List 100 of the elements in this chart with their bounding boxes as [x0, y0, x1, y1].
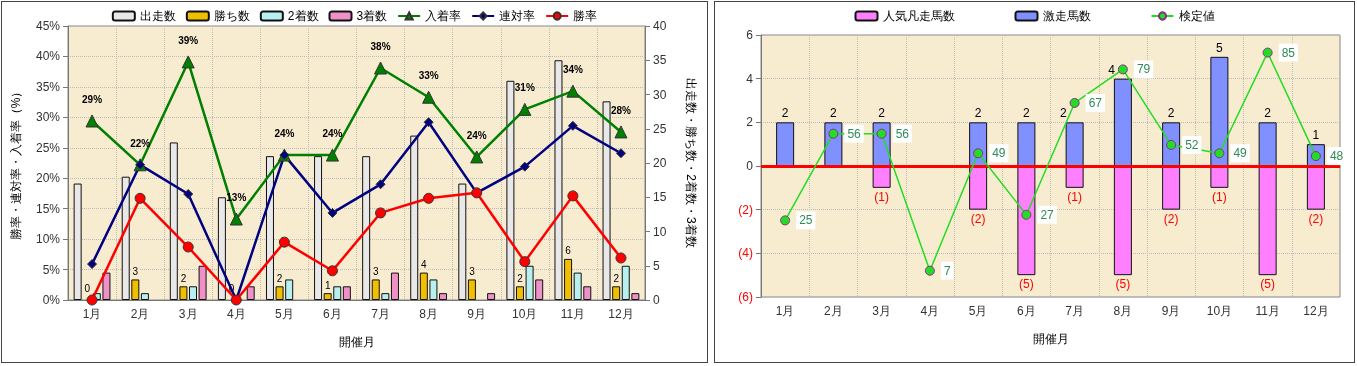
data-label: 1 [1312, 128, 1320, 143]
data-label: 3 [372, 265, 379, 277]
y2-tick-label: 5 [653, 258, 660, 273]
x-axis-title: 開催月 [338, 335, 375, 349]
x-tick-label: 5月 [275, 307, 294, 321]
legend-label: 出走数 [139, 9, 176, 23]
legend-label: 激走馬数 [1042, 9, 1091, 23]
y-tick-label: 20% [35, 171, 61, 186]
legend-label: 入着率 [425, 9, 462, 23]
data-label: 2 [1167, 106, 1175, 121]
data-label: 4 [421, 259, 428, 271]
x-tick-label: 6月 [1017, 304, 1036, 318]
data-label: 38% [370, 41, 391, 53]
y-tick-label: 45% [35, 19, 61, 33]
x-tick-label: 11月 [1255, 304, 1280, 318]
data-label: 2 [878, 106, 886, 121]
y-tick-label: (6) [738, 290, 753, 304]
data-label: (2) [970, 211, 986, 226]
x-tick-label: 7月 [371, 307, 390, 321]
data-label: 3 [469, 265, 476, 277]
x-tick-label: 5月 [968, 304, 988, 318]
data-label: 2 [1059, 106, 1067, 121]
data-label: 67 [1088, 95, 1103, 110]
x-tick-label: 7月 [1065, 304, 1084, 318]
data-label: 24% [274, 128, 295, 140]
x-tick-label: 1月 [82, 307, 102, 321]
x-tick-label: 3月 [178, 307, 198, 321]
data-label: (2) [1163, 211, 1179, 226]
x-tick-label: 2月 [824, 304, 843, 318]
x-tick-label: 10月 [512, 307, 538, 321]
data-label: (1) [1212, 189, 1227, 204]
y2-axis-title: 出走数・勝ち数・2着数・3着数 [684, 78, 698, 248]
data-label: 28% [610, 104, 632, 116]
x-tick-label: 9月 [1161, 304, 1181, 318]
y2-tick-label: 25 [653, 121, 667, 136]
y-tick-label: 5% [42, 262, 61, 277]
y-tick-label: 15% [35, 201, 61, 216]
data-label: 2 [781, 106, 789, 121]
x-tick-label: 4月 [920, 304, 940, 318]
data-label: 24% [322, 128, 343, 140]
x-tick-label: 6月 [323, 307, 342, 321]
legend-label: 勝ち数 [213, 9, 250, 23]
data-label: 5 [1216, 40, 1224, 55]
y-tick-label: 40% [35, 49, 61, 64]
data-label: 49 [992, 146, 1006, 161]
data-label: 2 [1023, 106, 1031, 121]
y2-tick-label: 40 [653, 19, 667, 33]
legend-label: 検定値 [1178, 9, 1215, 23]
y-tick-label: 35% [35, 79, 61, 94]
y-tick-label: 0 [746, 159, 754, 173]
data-label: 2 [180, 272, 187, 284]
data-label: 2 [613, 272, 620, 284]
data-label: 52 [1185, 137, 1199, 152]
y-tick-label: 4 [746, 71, 754, 86]
data-label: 33% [418, 70, 439, 82]
legend-label: 2着数 [287, 9, 319, 23]
y-tick-label: 0% [42, 293, 61, 307]
data-label: (5) [1260, 277, 1275, 292]
data-label: 4 [1108, 62, 1116, 77]
x-tick-label: 8月 [419, 307, 438, 321]
data-label: 29% [82, 93, 103, 105]
data-label: (2) [1308, 211, 1324, 226]
data-label: 48 [1329, 149, 1344, 164]
y-tick-label: 30% [35, 110, 61, 125]
x-tick-label: 4月 [226, 307, 246, 321]
legend-label: 連対率 [499, 9, 536, 23]
data-label: 22% [130, 137, 151, 149]
x-tick-label: 3月 [872, 304, 891, 318]
y-tick-label: 10% [35, 232, 61, 247]
data-label: 2 [974, 106, 982, 121]
x-tick-label: 2月 [130, 307, 150, 321]
legend-label: 勝率 [573, 9, 598, 23]
y2-tick-label: 20 [653, 156, 667, 170]
y2-tick-label: 15 [653, 190, 667, 205]
x-tick-label: 11月 [560, 307, 586, 321]
data-label: 27 [1040, 207, 1055, 222]
data-label: 85 [1281, 45, 1296, 60]
y2-tick-label: 10 [653, 224, 667, 239]
y2-tick-label: 0 [653, 293, 660, 307]
x-axis-title: 開催月 [1032, 332, 1069, 346]
data-label: 56 [847, 126, 862, 141]
data-label: 56 [895, 126, 910, 141]
y2-tick-label: 35 [653, 53, 667, 68]
data-label: 24% [466, 129, 487, 141]
data-label: 25 [799, 213, 813, 228]
data-label: 79 [1136, 62, 1151, 77]
y-tick-label: 25% [35, 140, 61, 155]
x-tick-label: 12月 [1303, 304, 1329, 318]
data-label: 2 [1264, 106, 1272, 121]
data-label: 3 [132, 265, 139, 277]
legend-label: 3着数 [356, 9, 388, 23]
x-tick-label: 10月 [1206, 304, 1233, 318]
data-label: 49 [1233, 146, 1248, 161]
x-tick-label: 1月 [775, 304, 795, 318]
data-label: 1 [324, 279, 331, 291]
data-label: 0 [84, 282, 91, 294]
x-tick-label: 9月 [467, 307, 487, 321]
data-label: 34% [562, 64, 583, 76]
data-label: 2 [517, 272, 524, 284]
data-label: (1) [1067, 189, 1082, 204]
